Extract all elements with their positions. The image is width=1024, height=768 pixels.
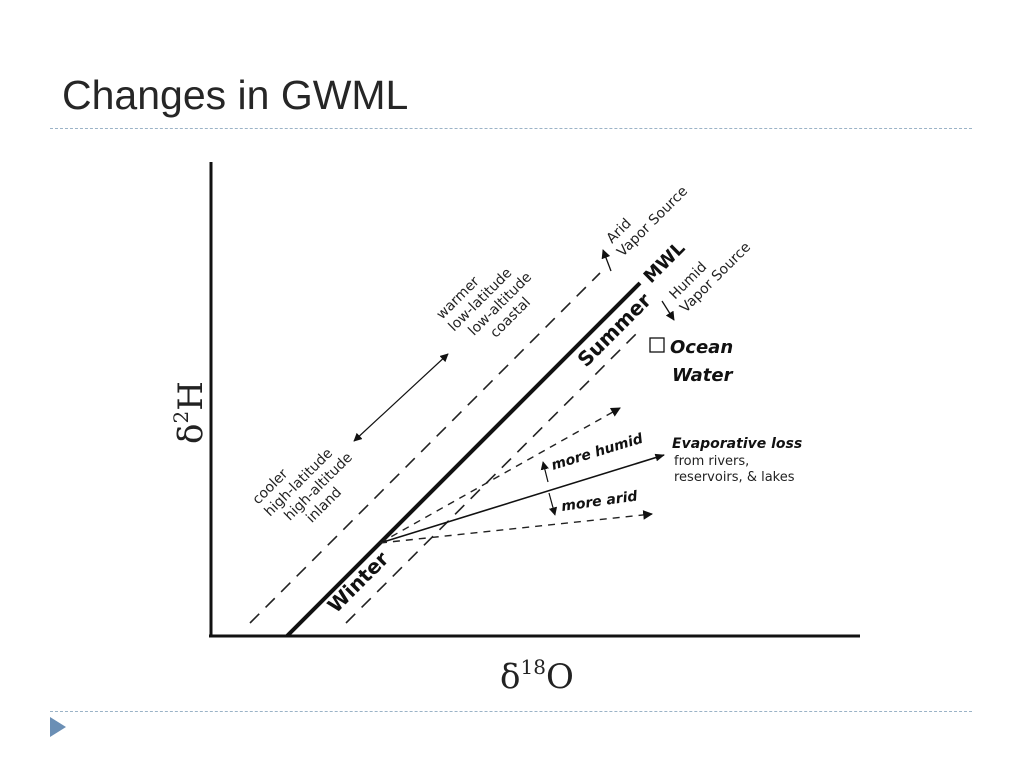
x-axis-superscript: 18 [520, 655, 545, 679]
more-arid-arrow [548, 492, 558, 516]
humid-vapor-arrow [661, 300, 675, 321]
more-humid-arrow [540, 461, 549, 483]
winter-label: Winter [323, 547, 394, 618]
mwl-line [285, 281, 642, 638]
x-axis-label: δ18O [500, 655, 574, 697]
water-label: Water [672, 365, 734, 386]
lower-dashed-line [345, 329, 641, 624]
x-axis-symbol: δ [500, 657, 520, 697]
arid-vapor-arrow [601, 249, 612, 272]
upper-dashed-line [249, 272, 601, 624]
title-divider [50, 128, 972, 129]
summer-label: Summer [573, 288, 656, 371]
ocean-water-marker [649, 337, 665, 353]
upper-evaporation-dashed-line [379, 407, 621, 544]
evaporative-loss-label: Evaporative loss [672, 436, 802, 452]
y-axis-element: H [171, 381, 211, 411]
ocean-label: Ocean [670, 337, 733, 358]
more-humid-label: more humid [549, 431, 645, 474]
evaporative-source-line2: reservoirs, & lakes [674, 470, 795, 485]
x-axis-element: O [546, 657, 574, 697]
evaporative-source-line1: from rivers, [674, 454, 749, 469]
bullet-arrow-icon [50, 717, 66, 737]
slide-title: Changes in GWML [62, 72, 409, 118]
lower-evaporation-dashed-line [379, 510, 653, 544]
climate-gradient-arrow [353, 353, 449, 442]
more-arid-label: more arid [560, 488, 639, 515]
footer-divider [50, 711, 972, 712]
y-axis-symbol: δ [171, 424, 211, 444]
cooler-group-label: cooler high-latitude high-altitude inlan… [250, 445, 356, 526]
humid-vapor-source-label: Humid Vapor Source [667, 239, 755, 316]
y-axis-superscript: 2 [169, 411, 193, 424]
evaporative-loss-line [379, 453, 665, 544]
y-axis-label: δ2H [169, 381, 211, 444]
